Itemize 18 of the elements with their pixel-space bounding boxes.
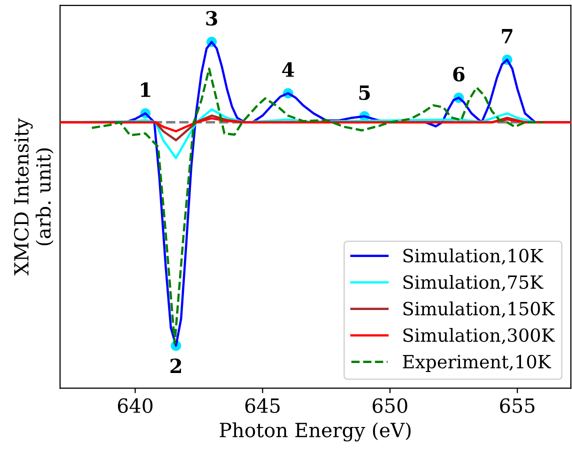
legend-label: Simulation,150K — [403, 301, 555, 318]
annotation: 7 — [502, 29, 512, 44]
x-tick-label: 640 — [118, 398, 152, 413]
legend-label: Simulation,75K — [403, 274, 544, 292]
annotation: 5 — [359, 86, 370, 100]
legend-label: Simulation,10K — [403, 248, 544, 265]
annotation: 4 — [282, 62, 294, 77]
annotation: 3 — [206, 10, 218, 26]
legend-label: Experiment,10K — [402, 354, 552, 372]
x-tick-label: 650 — [372, 398, 408, 413]
x-tick-label: 645 — [245, 398, 280, 413]
annotation: 2 — [170, 358, 181, 373]
y-axis-title: XMCD Intensity (arb. unit) — [14, 118, 54, 276]
annotation: 1 — [141, 82, 150, 97]
annotation: 6 — [453, 66, 464, 82]
legend-label: Simulation,300K — [403, 328, 555, 344]
x-tick-label: 655 — [500, 398, 534, 413]
x-axis-title: Photon Energy (eV) — [220, 422, 411, 442]
